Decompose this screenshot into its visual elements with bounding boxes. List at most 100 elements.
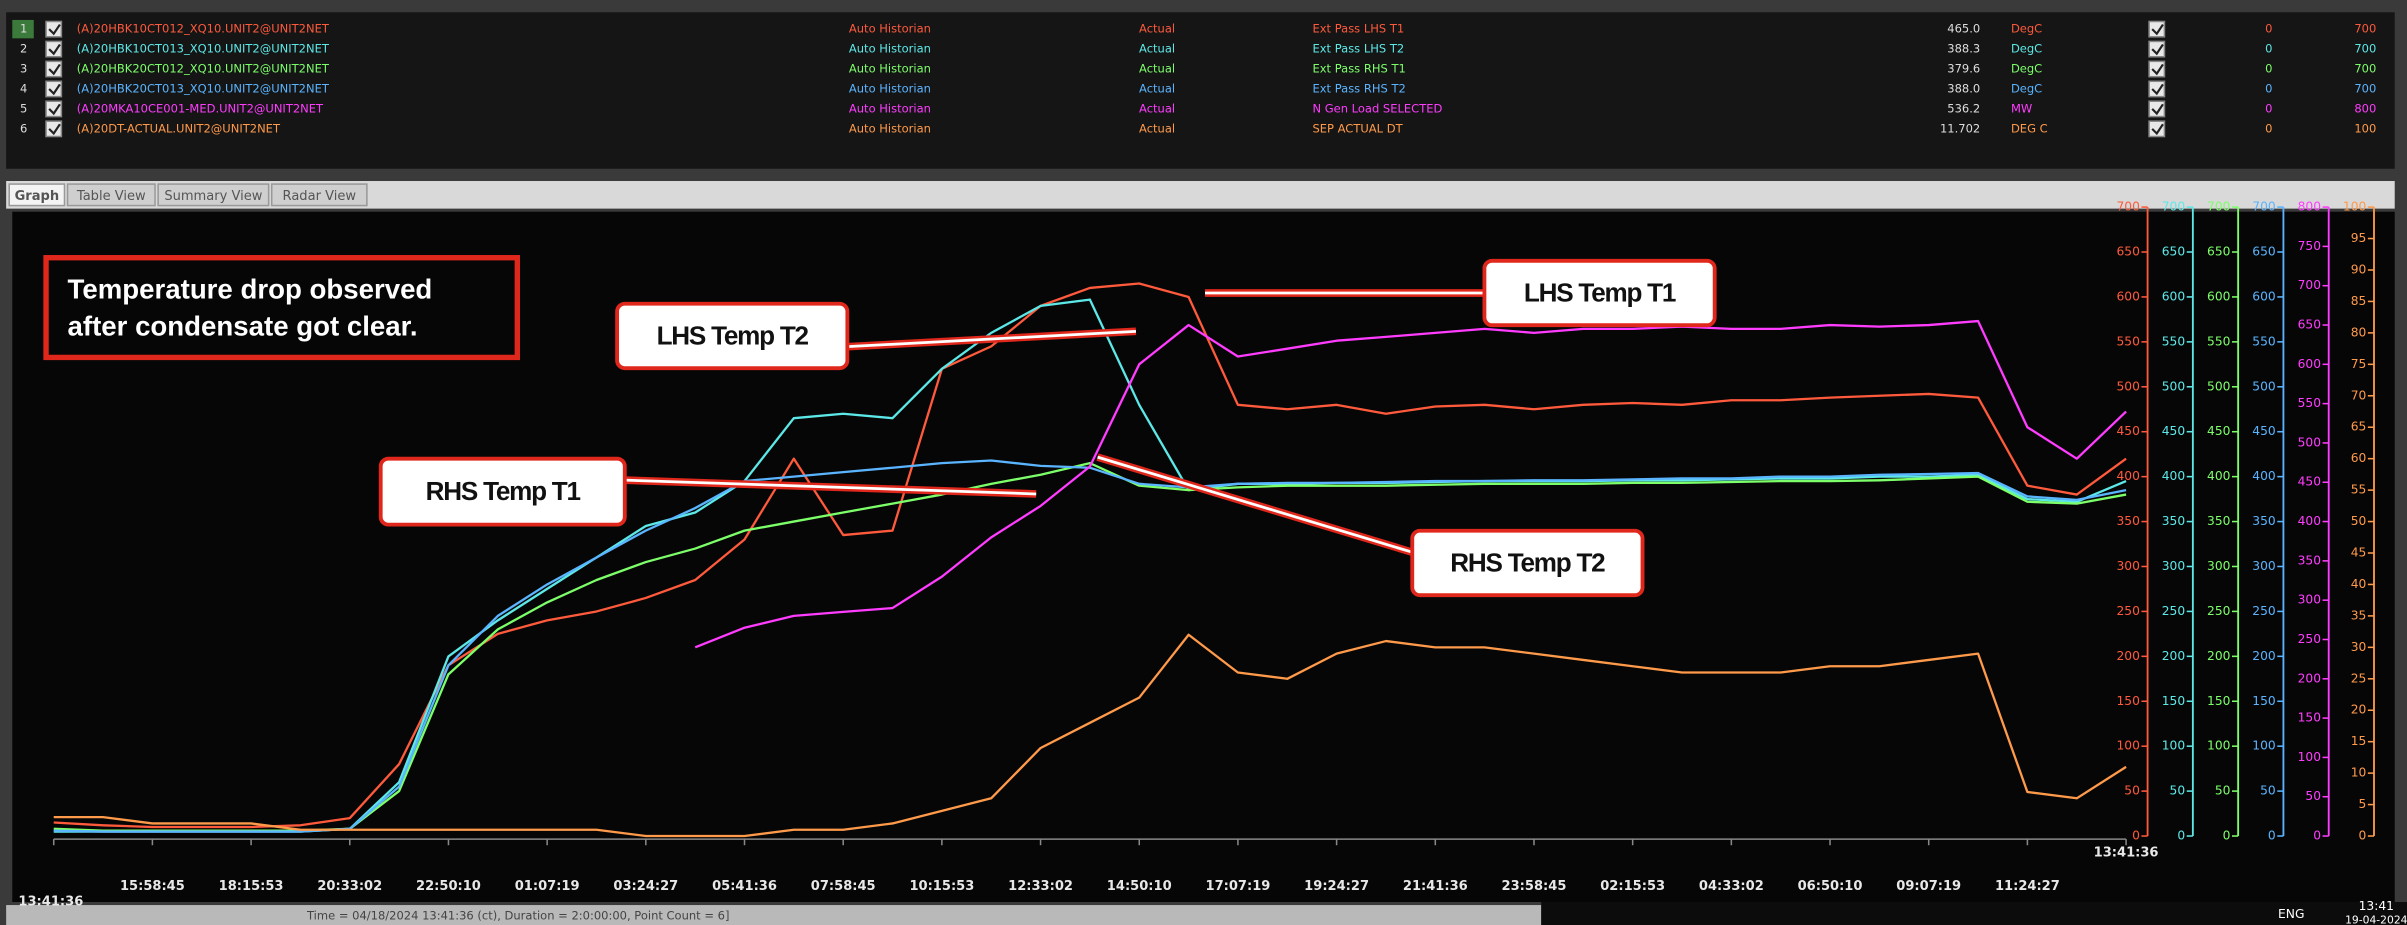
note-text: Temperature drop observed: [68, 274, 433, 305]
y-tick-label: 50: [2215, 784, 2231, 798]
y-tick-label: 550: [2162, 334, 2185, 348]
y-tick-label: 350: [2162, 514, 2185, 528]
unit: DEG C: [2011, 121, 2048, 135]
x-tick-label: 04:33:02: [1699, 879, 1764, 894]
callout-label: LHS Temp T1: [1524, 277, 1676, 307]
y-tick-label: 350: [2116, 514, 2139, 528]
y-tick-label: 500: [2116, 379, 2139, 393]
y-tick-label: 5: [2359, 797, 2367, 811]
unit: DegC: [2011, 81, 2042, 95]
y-tick-label: 300: [2252, 559, 2275, 573]
y-tick-label: 50: [2351, 514, 2367, 528]
max: 700: [2354, 22, 2376, 36]
source: Auto Historian: [849, 62, 931, 76]
y-tick-label: 100: [2252, 739, 2275, 753]
source: Auto Historian: [849, 101, 931, 115]
x-tick-label: 05:41:36: [712, 879, 777, 894]
x-tick-label: 20:33:02: [317, 879, 382, 894]
y-tick-label: 0: [2268, 829, 2276, 843]
y-tick-label: 45: [2351, 546, 2367, 560]
y-tick-label: 65: [2351, 420, 2367, 434]
description: Ext Pass RHS T2: [1312, 81, 1405, 95]
tab-label[interactable]: Radar View: [283, 189, 357, 204]
y-tick-label: 500: [2162, 379, 2185, 393]
y-tick-label: 100: [2343, 200, 2366, 214]
y-tick-label: 150: [2207, 694, 2230, 708]
y-tick-label: 200: [2116, 649, 2139, 663]
mode: Actual: [1139, 62, 1175, 76]
tab-label[interactable]: Summary View: [164, 189, 262, 204]
y-tick-label: 650: [2162, 245, 2185, 259]
tag: (A)20HBK20CT013_XQ10.UNIT2@UNIT2NET: [77, 81, 330, 95]
x-tick-label: 22:50:10: [416, 879, 481, 894]
y-tick-label: 650: [2116, 245, 2139, 259]
y-tick-label: 700: [2162, 200, 2185, 214]
x-tick-label: 14:50:10: [1107, 879, 1172, 894]
screen: 1 (A)20HBK10CT012_XQ10.UNIT2@UNIT2NET Auto…: [0, 0, 2407, 925]
unit: DegC: [2011, 22, 2042, 36]
y-tick-label: 550: [2252, 334, 2275, 348]
y-tick-label: 85: [2351, 294, 2367, 308]
y-tick-label: 50: [2305, 789, 2321, 803]
y-tick-label: 650: [2252, 245, 2275, 259]
row-number: 1: [20, 22, 27, 36]
status-bar: [6, 905, 1541, 925]
y-tick-label: 300: [2162, 559, 2185, 573]
y-tick-label: 250: [2298, 632, 2321, 646]
y-tick-label: 700: [2116, 200, 2139, 214]
y-tick-label: 550: [2298, 396, 2321, 410]
tab-label[interactable]: Graph: [15, 189, 60, 204]
status-text: Time = 04/18/2024 13:41:36 (ct), Duratio…: [306, 908, 729, 922]
callout-label: RHS Temp T2: [1450, 547, 1605, 577]
max: 100: [2354, 121, 2376, 135]
description: Ext Pass RHS T1: [1312, 62, 1405, 76]
y-tick-label: 0: [2223, 829, 2231, 843]
taskbar-time: 13:41: [2359, 899, 2394, 913]
y-tick-label: 35: [2351, 608, 2367, 622]
description: Ext Pass LHS T1: [1312, 22, 1404, 36]
y-tick-label: 500: [2298, 435, 2321, 449]
y-tick-label: 50: [2260, 784, 2276, 798]
x-tick-label: 15:58:45: [120, 879, 185, 894]
max: 700: [2354, 62, 2376, 76]
y-tick-label: 100: [2298, 750, 2321, 764]
y-tick-label: 400: [2162, 469, 2185, 483]
y-tick-label: 250: [2116, 604, 2139, 618]
min: 0: [2265, 22, 2272, 36]
min: 0: [2265, 62, 2272, 76]
y-tick-label: 0: [2132, 829, 2140, 843]
tag: (A)20DT-ACTUAL.UNIT2@UNIT2NET: [77, 121, 281, 135]
y-tick-label: 400: [2298, 514, 2321, 528]
row-number: 5: [20, 101, 27, 115]
y-tick-label: 450: [2298, 475, 2321, 489]
source: Auto Historian: [849, 22, 931, 36]
tag: (A)20HBK10CT012_XQ10.UNIT2@UNIT2NET: [77, 22, 330, 36]
y-tick-label: 75: [2351, 357, 2367, 371]
callout-label: LHS Temp T2: [657, 320, 809, 350]
note-text: after condensate got clear.: [68, 311, 418, 342]
y-tick-label: 200: [2207, 649, 2230, 663]
y-tick-label: 350: [2298, 553, 2321, 567]
y-tick-label: 250: [2207, 604, 2230, 618]
y-tick-label: 350: [2207, 514, 2230, 528]
y-tick-label: 30: [2351, 640, 2367, 654]
x-tick-label: 06:50:10: [1798, 879, 1863, 894]
y-tick-label: 600: [2298, 357, 2321, 371]
y-tick-label: 100: [2116, 739, 2139, 753]
x-tick-label: 19:24:27: [1304, 879, 1369, 894]
tab-label[interactable]: Table View: [76, 189, 146, 204]
y-tick-label: 300: [2116, 559, 2139, 573]
y-tick-label: 700: [2252, 200, 2275, 214]
y-tick-label: 700: [2298, 278, 2321, 292]
y-tick-label: 750: [2298, 239, 2321, 253]
y-tick-label: 10: [2351, 766, 2367, 780]
current-value: 536.2: [1947, 101, 1980, 115]
min: 0: [2265, 121, 2272, 135]
y-tick-label: 300: [2298, 593, 2321, 607]
x-tick-label: 18:15:53: [219, 879, 284, 894]
y-tick-label: 600: [2207, 289, 2230, 303]
y-tick-label: 15: [2351, 734, 2367, 748]
unit: MW: [2011, 101, 2032, 115]
y-tick-label: 600: [2116, 289, 2139, 303]
y-tick-label: 550: [2116, 334, 2139, 348]
